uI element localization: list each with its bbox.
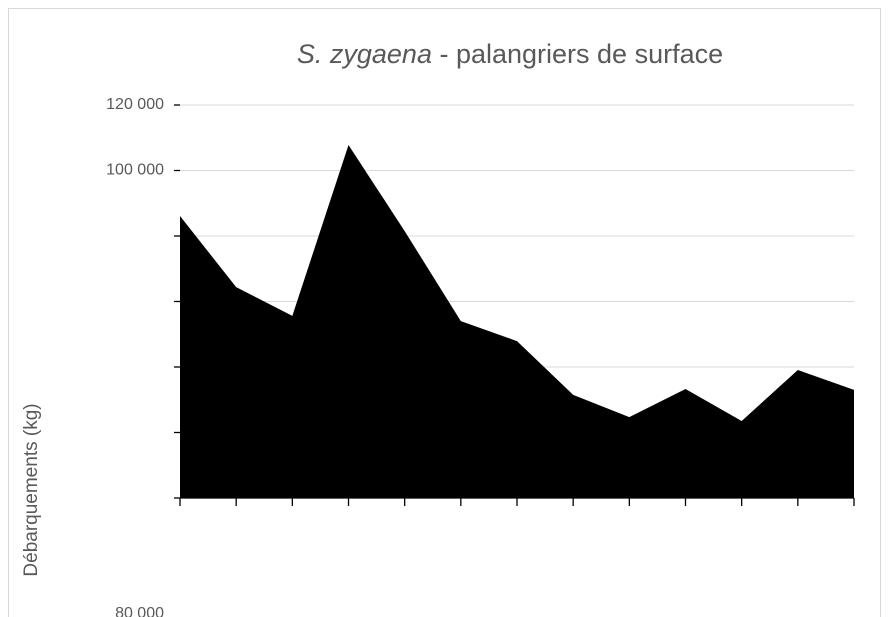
y-tick-label: 80 000 bbox=[115, 605, 164, 617]
y-axis-label: Débarquements (kg) bbox=[21, 403, 42, 576]
area bbox=[180, 144, 854, 498]
y-tick-label: 100 000 bbox=[106, 162, 164, 179]
title-species: S. zygaena bbox=[297, 39, 432, 69]
title-text: - palangriers de surface bbox=[432, 39, 723, 69]
chart-title: S. zygaena - palangriers de surface bbox=[297, 39, 723, 69]
y-tick-label: 120 000 bbox=[106, 96, 164, 113]
